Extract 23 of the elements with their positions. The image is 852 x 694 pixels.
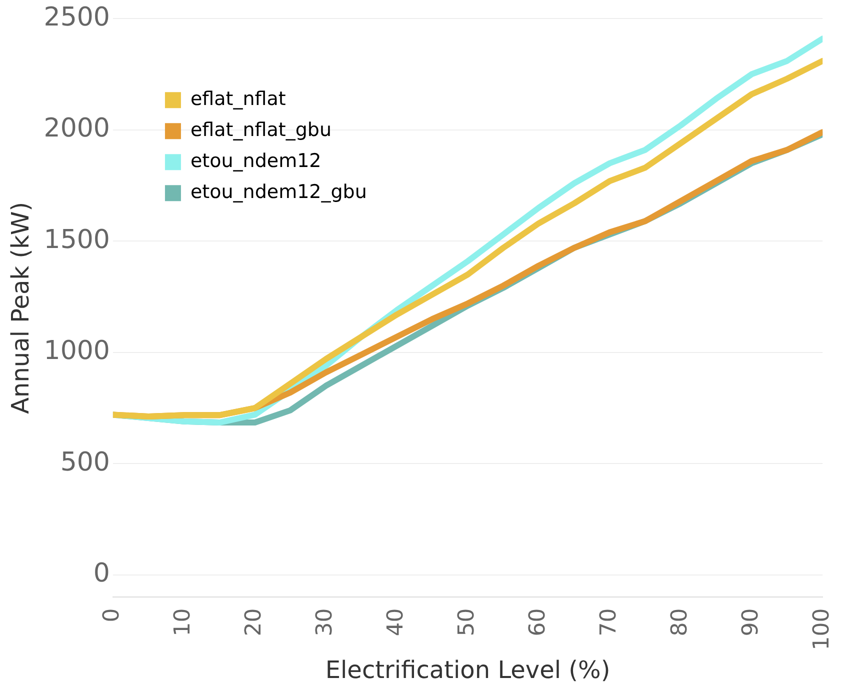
y-tick-label: 0 bbox=[93, 558, 110, 589]
legend-label: eflat_nflat_gbu bbox=[190, 119, 332, 142]
legend-label: eflat_nflat bbox=[190, 88, 286, 110]
x-tick-label: 90 bbox=[738, 608, 764, 636]
x-tick-label: 30 bbox=[312, 608, 338, 636]
x-tick-label: 10 bbox=[170, 608, 196, 636]
x-tick-label: 40 bbox=[384, 608, 409, 636]
y-tick-label: 2500 bbox=[44, 2, 110, 32]
legend-label: etou_ndem12_gbu bbox=[190, 181, 367, 204]
x-tick-label: 60 bbox=[525, 608, 550, 636]
x-tick-label: 80 bbox=[667, 608, 692, 636]
y-tick-label: 1500 bbox=[44, 224, 110, 255]
x-tick-label: 70 bbox=[596, 608, 622, 636]
y-tick-label: 500 bbox=[60, 447, 110, 478]
x-tick-label: 20 bbox=[242, 608, 267, 636]
legend-label: etou_ndem12 bbox=[190, 150, 322, 172]
y-tick-label: 1000 bbox=[44, 336, 110, 366]
x-axis-title: Electrification Level (%) bbox=[325, 656, 610, 684]
x-tick-label: 50 bbox=[454, 608, 480, 636]
x-tick-label: 0 bbox=[100, 608, 125, 622]
y-tick-label: 2000 bbox=[44, 114, 110, 144]
x-tick-label: 100 bbox=[809, 608, 834, 650]
y-axis-title: Annual Peak (kW) bbox=[6, 202, 35, 414]
